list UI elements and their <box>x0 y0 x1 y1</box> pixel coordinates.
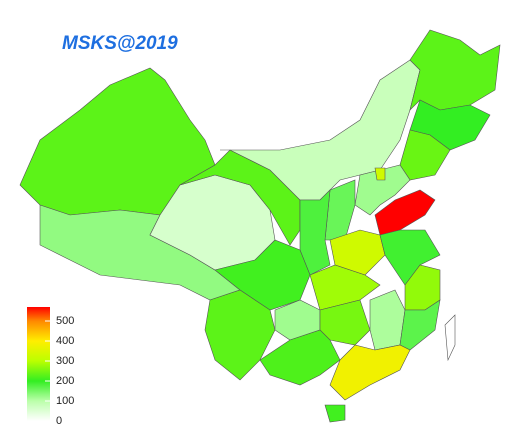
region <box>379 229 441 286</box>
legend-tick-label: 300 <box>56 355 74 367</box>
legend-tick-label: 0 <box>56 415 62 427</box>
region <box>324 404 346 423</box>
legend-tick-label: 400 <box>56 335 74 347</box>
map-title: MSKS@2019 <box>62 33 178 54</box>
region <box>220 59 421 201</box>
legend-tick-label: 100 <box>56 395 74 407</box>
color-bar <box>27 307 50 421</box>
region <box>374 167 386 181</box>
region <box>259 329 341 386</box>
legend-tick-label: 200 <box>56 375 74 387</box>
region <box>309 264 381 311</box>
region <box>369 289 406 351</box>
region <box>444 314 456 362</box>
region <box>329 344 411 401</box>
region <box>409 29 501 111</box>
regions <box>19 29 501 423</box>
legend: 0 100 200 300 400 500 <box>27 307 74 427</box>
legend-tick-label: 500 <box>56 315 74 327</box>
region <box>354 164 411 216</box>
